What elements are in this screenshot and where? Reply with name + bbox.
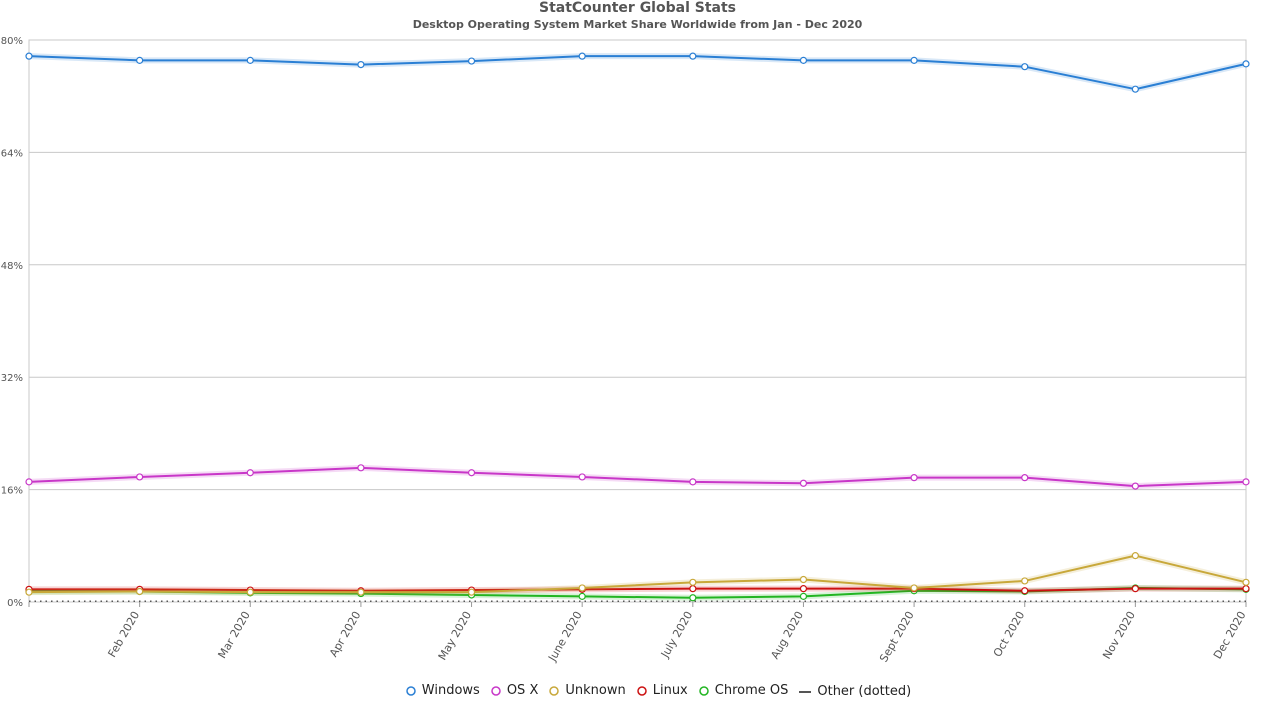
series-glow-unknown	[28, 552, 1247, 596]
legend-label: Unknown	[565, 683, 626, 698]
data-point-linux	[1242, 585, 1250, 593]
data-point-windows	[467, 57, 476, 65]
data-point-os-x	[246, 469, 254, 477]
series-line-unknown	[28, 554, 1247, 594]
x-tick-label: Apr 2020	[327, 609, 364, 659]
grid-layer	[28, 39, 1247, 603]
y-tick-label: 16%	[1, 486, 23, 497]
data-point-windows	[1242, 60, 1250, 68]
legend-circle-icon	[406, 685, 416, 696]
data-point-unknown	[1242, 578, 1250, 586]
data-point-unknown	[799, 575, 808, 584]
data-point-unknown	[910, 584, 918, 592]
legend-item-chrome-os[interactable]: Chrome OS	[698, 683, 789, 698]
data-point-unknown	[1021, 577, 1029, 585]
legend-item-linux[interactable]: Linux	[636, 683, 688, 698]
y-tick-label: 64%	[1, 148, 23, 159]
data-point-unknown	[1131, 552, 1139, 560]
data-point-unknown	[25, 588, 33, 596]
series-layer	[25, 52, 1250, 603]
legend-item-other-dotted[interactable]: Other (dotted)	[798, 684, 911, 699]
data-point-chrome-os	[799, 592, 808, 600]
data-point-os-x	[467, 469, 476, 477]
data-point-linux	[1131, 585, 1139, 593]
legend-item-windows[interactable]: Windows	[405, 683, 480, 698]
data-point-windows	[578, 52, 586, 60]
data-point-os-x	[910, 474, 918, 482]
data-point-unknown	[246, 588, 254, 596]
plot-frame	[28, 39, 1247, 603]
data-point-windows	[1021, 63, 1029, 71]
legend-label: OS X	[506, 683, 539, 698]
x-tick-label: Aug 2020	[768, 609, 806, 661]
data-point-windows	[25, 52, 33, 60]
data-point-linux	[689, 585, 697, 593]
data-point-linux	[1021, 587, 1029, 595]
data-point-os-x	[357, 464, 365, 472]
data-point-windows	[689, 52, 697, 60]
legend-circle-icon	[636, 685, 647, 696]
data-point-chrome-os	[578, 592, 586, 600]
x-tick-label: May 2020	[436, 609, 474, 662]
data-point-os-x	[136, 473, 144, 481]
legend-item-unknown[interactable]: Unknown	[548, 683, 626, 698]
x-tick-label: Oct 2020	[991, 609, 1028, 659]
data-point-windows	[1131, 85, 1139, 93]
data-point-os-x	[25, 478, 33, 486]
data-point-unknown	[136, 587, 144, 596]
y-tick-label: 0%	[7, 598, 23, 609]
x-tick-label: Sept 2020	[877, 609, 917, 664]
legend-line-icon	[799, 690, 812, 693]
data-point-windows	[246, 56, 254, 64]
x-tick-label: Mar 2020	[215, 609, 252, 661]
legend-label: Chrome OS	[714, 683, 789, 698]
series-line-linux	[29, 587, 1246, 592]
data-point-windows	[910, 56, 918, 64]
data-point-os-x	[578, 473, 586, 481]
legend-label: Windows	[421, 683, 480, 698]
y-tick-label: 48%	[1, 261, 23, 272]
data-point-os-x	[1131, 482, 1139, 490]
data-point-linux	[799, 585, 808, 593]
data-point-unknown	[467, 588, 476, 596]
data-point-windows	[357, 60, 365, 69]
data-point-unknown	[578, 584, 586, 592]
chart-legend: Windows OS X Unknown Linux Chrome OS Other (d…	[0, 683, 1280, 701]
x-tick-label: Nov 2020	[1100, 609, 1138, 661]
chart-title: StatCounter Global Stats	[538, 0, 736, 16]
legend-circle-icon	[549, 685, 560, 696]
data-point-os-x	[799, 479, 808, 487]
data-point-chrome-os	[689, 594, 697, 602]
data-point-os-x	[689, 478, 697, 486]
chart-subtitle: Desktop Operating System Market Share Wo…	[412, 18, 863, 31]
y-tick-label: 80%	[1, 36, 23, 47]
legend-label: Other (dotted)	[817, 684, 912, 699]
legend-item-os-x[interactable]: OS X	[490, 683, 539, 698]
data-point-windows	[136, 56, 144, 64]
x-tick-label: June 2020	[545, 609, 584, 664]
data-point-windows	[799, 56, 808, 64]
data-point-os-x	[1021, 474, 1029, 482]
data-point-unknown	[689, 578, 697, 586]
series-glow-os-x	[28, 464, 1247, 490]
legend-circle-icon	[491, 685, 501, 696]
legend-circle-icon	[699, 685, 709, 696]
x-tick-label: July 2020	[658, 609, 695, 661]
series-line-os-x	[28, 466, 1247, 488]
y-tick-label: 32%	[1, 373, 23, 384]
series-line-windows	[28, 55, 1247, 91]
legend-label: Linux	[652, 683, 688, 698]
data-point-unknown	[357, 588, 365, 596]
x-tick-label: Feb 2020	[105, 609, 142, 660]
data-point-os-x	[1242, 478, 1250, 486]
x-tick-label: Dec 2020	[1211, 609, 1249, 661]
line-chart: 0% 16% 32% 48% 64% 80% Feb 2020 Mar 2020 Apr 202…	[1, 36, 1250, 664]
